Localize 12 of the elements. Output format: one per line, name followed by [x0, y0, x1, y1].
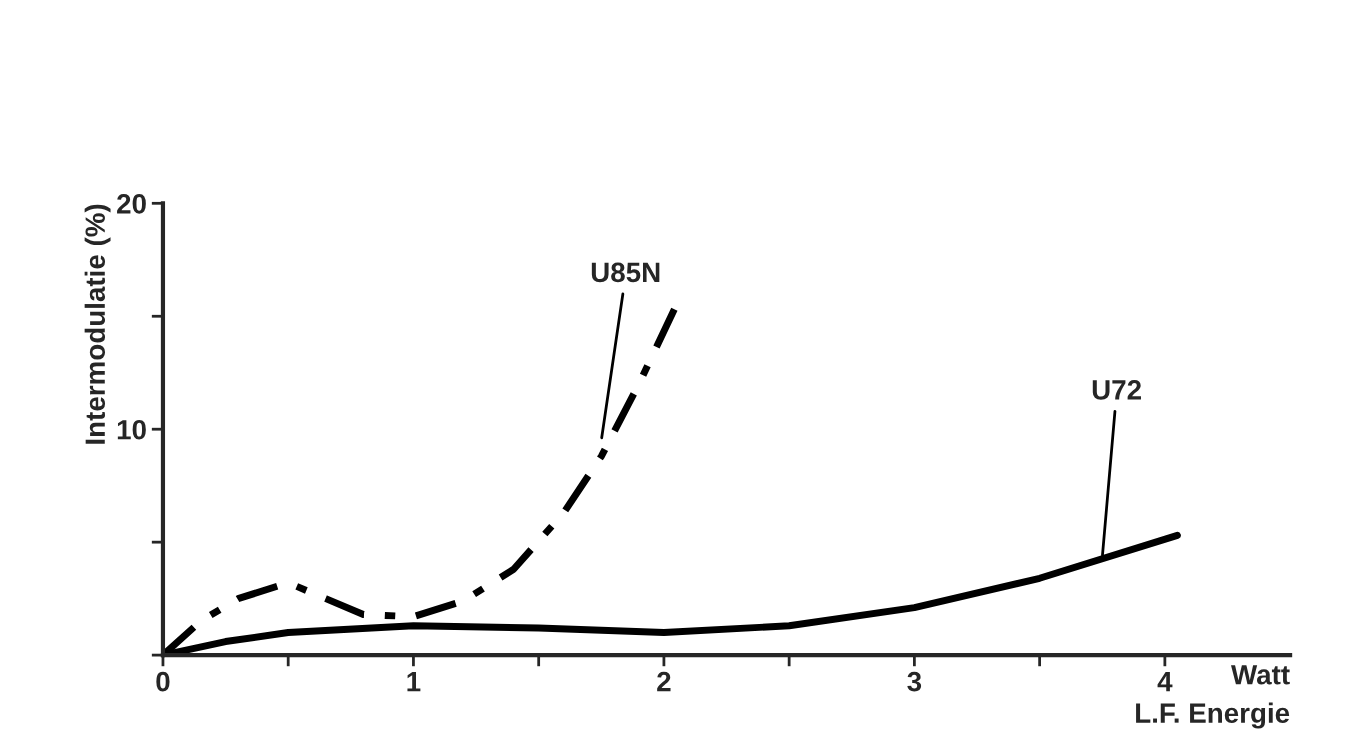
y-tick-label: 20 [117, 193, 146, 214]
x-tick-label: 2 [657, 671, 671, 692]
y-axis-title: Intermodulatie (%) [84, 204, 111, 444]
text: Watt [1231, 665, 1290, 685]
x-tick-label: 4 [1157, 672, 1173, 692]
annotation: U72 [1092, 380, 1141, 400]
annotation: U85N [591, 262, 660, 283]
x-tick-label: 1 [407, 672, 421, 692]
x-tick-label: 0 [156, 671, 170, 692]
x-axis-title: L.F. Energie [1136, 702, 1290, 729]
y-tick-label: 10 [117, 419, 146, 440]
x-tick-label: 3 [907, 671, 922, 692]
